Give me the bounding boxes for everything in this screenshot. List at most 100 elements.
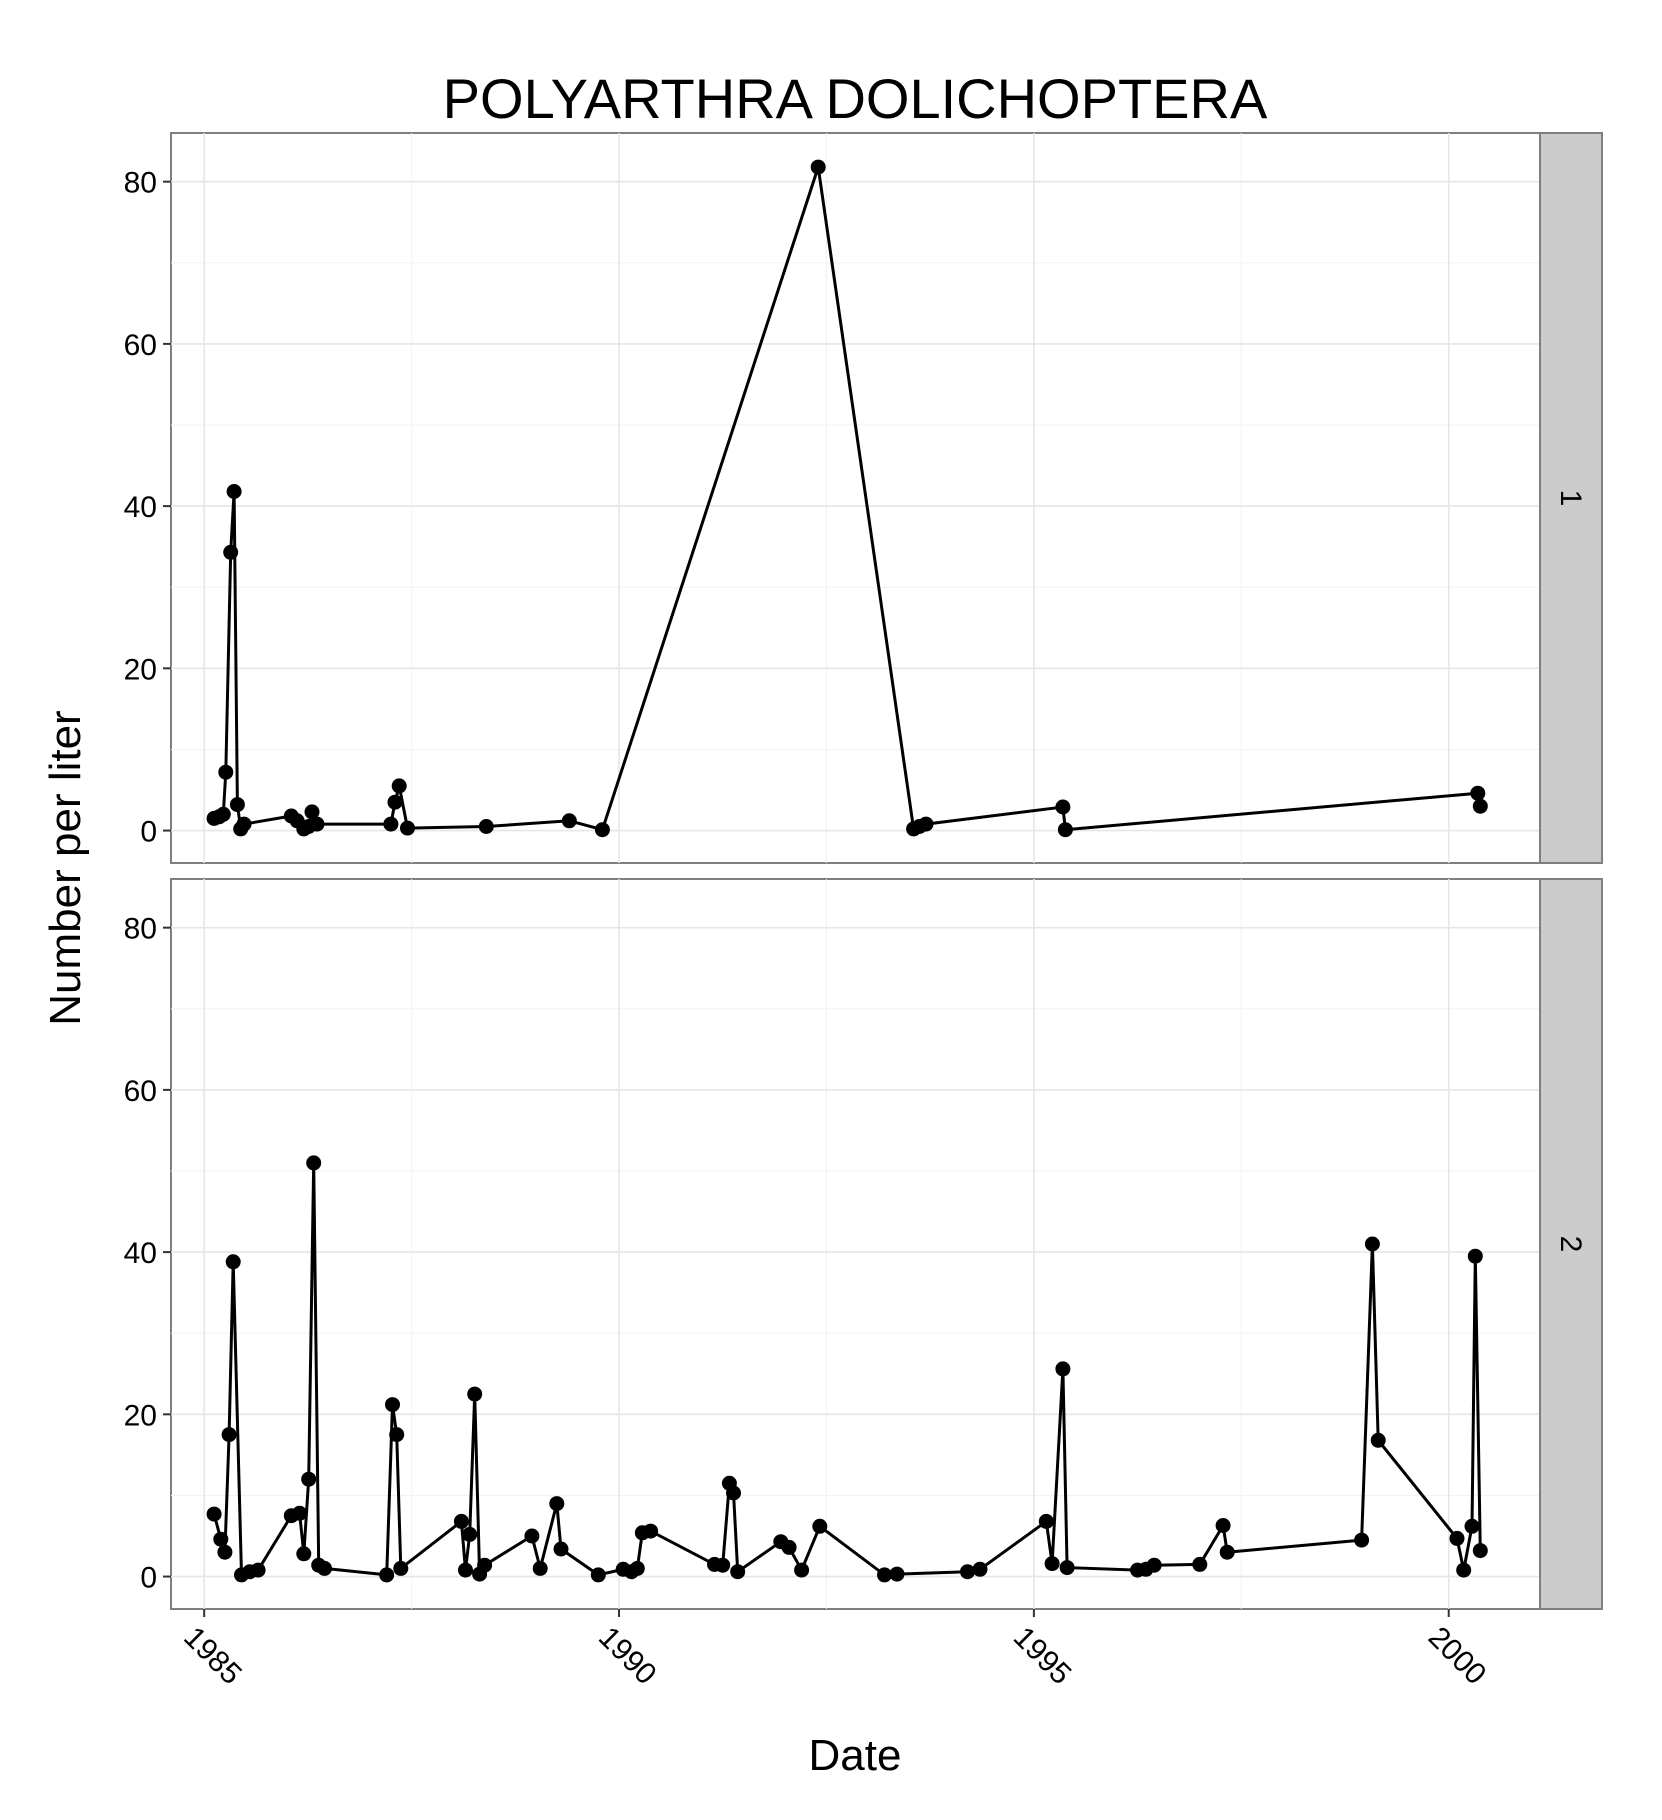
chart-title: POLYARTHRA DOLICHOPTERA <box>443 67 1268 130</box>
data-point <box>889 1566 905 1582</box>
data-point <box>918 816 934 832</box>
data-point <box>387 794 403 810</box>
facet-panel-1: 0 20 40 60 80 1 <box>124 132 1603 864</box>
data-point <box>306 1155 322 1171</box>
data-point <box>296 1546 312 1562</box>
facets: 0 20 40 60 80 1 0 20 40 60 80 1985 1990 1995 2000 2 <box>124 132 1603 1692</box>
data-point <box>1364 1236 1380 1252</box>
data-point <box>726 1485 741 1501</box>
data-point <box>1044 1556 1060 1572</box>
data-point <box>532 1560 548 1576</box>
data-point <box>217 1544 233 1560</box>
data-point <box>877 1567 892 1583</box>
data-point <box>309 816 325 832</box>
data-point <box>1370 1432 1386 1448</box>
data-point <box>972 1561 988 1577</box>
data-point <box>477 1557 493 1573</box>
data-point <box>549 1496 565 1512</box>
x-axis-title: Date <box>809 1731 902 1780</box>
data-point <box>1467 1248 1483 1264</box>
data-point <box>810 159 826 175</box>
data-point <box>458 1562 473 1578</box>
data-point <box>229 797 245 813</box>
data-point <box>1055 799 1071 815</box>
data-point <box>215 806 231 822</box>
data-point <box>1038 1513 1054 1529</box>
x-tick-label: 1995 <box>1007 1621 1078 1692</box>
facet-strip <box>1539 132 1603 864</box>
data-point <box>250 1562 266 1578</box>
y-tick-label: 0 <box>140 816 157 849</box>
data-point <box>1449 1530 1465 1546</box>
data-point <box>292 1505 308 1521</box>
y-tick-label: 40 <box>124 1237 157 1270</box>
facet-strip <box>1539 878 1603 1610</box>
data-point <box>379 1567 395 1583</box>
data-point <box>1470 785 1486 801</box>
data-point <box>213 1531 229 1547</box>
data-point <box>1146 1557 1162 1573</box>
data-point <box>317 1560 332 1576</box>
panel-background <box>170 878 1541 1610</box>
data-point <box>206 1506 222 1522</box>
data-point <box>730 1564 746 1580</box>
data-point <box>453 1513 469 1529</box>
data-point <box>1456 1562 1472 1578</box>
data-point <box>1055 1361 1071 1377</box>
data-point <box>524 1528 540 1544</box>
data-point <box>391 778 407 794</box>
y-tick-label: 20 <box>124 653 157 686</box>
x-tick-label: 1990 <box>592 1621 663 1692</box>
data-point <box>1219 1544 1235 1560</box>
data-point <box>561 813 577 829</box>
data-point <box>225 1254 241 1270</box>
data-point <box>478 819 494 834</box>
data-point <box>385 1397 400 1413</box>
data-point <box>1354 1532 1370 1548</box>
data-point <box>226 484 242 499</box>
data-point <box>1059 1560 1075 1576</box>
y-tick-label: 60 <box>124 329 157 362</box>
data-point <box>590 1567 606 1583</box>
data-point <box>1472 1543 1488 1559</box>
y-tick-label: 0 <box>140 1562 157 1595</box>
data-point <box>393 1560 409 1576</box>
data-point <box>462 1526 478 1542</box>
y-tick-label: 40 <box>124 491 157 524</box>
data-point <box>389 1427 405 1443</box>
data-point <box>236 816 252 832</box>
data-point <box>218 764 234 780</box>
facet-strip-label: 2 <box>1554 1236 1587 1253</box>
y-tick-label: 80 <box>124 167 157 200</box>
y-tick-label: 60 <box>124 1075 157 1108</box>
panel-background <box>170 132 1541 864</box>
data-point <box>643 1523 659 1539</box>
data-point <box>400 820 415 836</box>
data-point <box>594 822 610 838</box>
data-point <box>1057 822 1073 838</box>
y-axis-title: Number per liter <box>41 710 90 1025</box>
y-tick-label: 20 <box>124 1399 157 1432</box>
data-point <box>715 1557 731 1573</box>
data-point <box>629 1560 645 1576</box>
data-point <box>1464 1518 1480 1534</box>
facet-strip-label: 1 <box>1554 490 1587 507</box>
data-point <box>221 1427 237 1443</box>
data-point <box>383 816 399 832</box>
data-point <box>223 544 239 560</box>
data-point <box>781 1539 797 1555</box>
data-point <box>301 1471 317 1487</box>
x-tick-label: 2000 <box>1422 1621 1493 1692</box>
x-tick-label: 1985 <box>177 1621 248 1692</box>
data-point <box>1192 1556 1208 1572</box>
y-tick-label: 80 <box>124 913 157 946</box>
series-line <box>212 1162 1482 1580</box>
data-point <box>553 1541 569 1557</box>
data-point <box>467 1386 483 1402</box>
data-point <box>812 1518 828 1534</box>
data-point <box>794 1562 810 1578</box>
data-point <box>1215 1518 1231 1533</box>
data-point <box>960 1564 975 1580</box>
data-point <box>1472 798 1488 814</box>
